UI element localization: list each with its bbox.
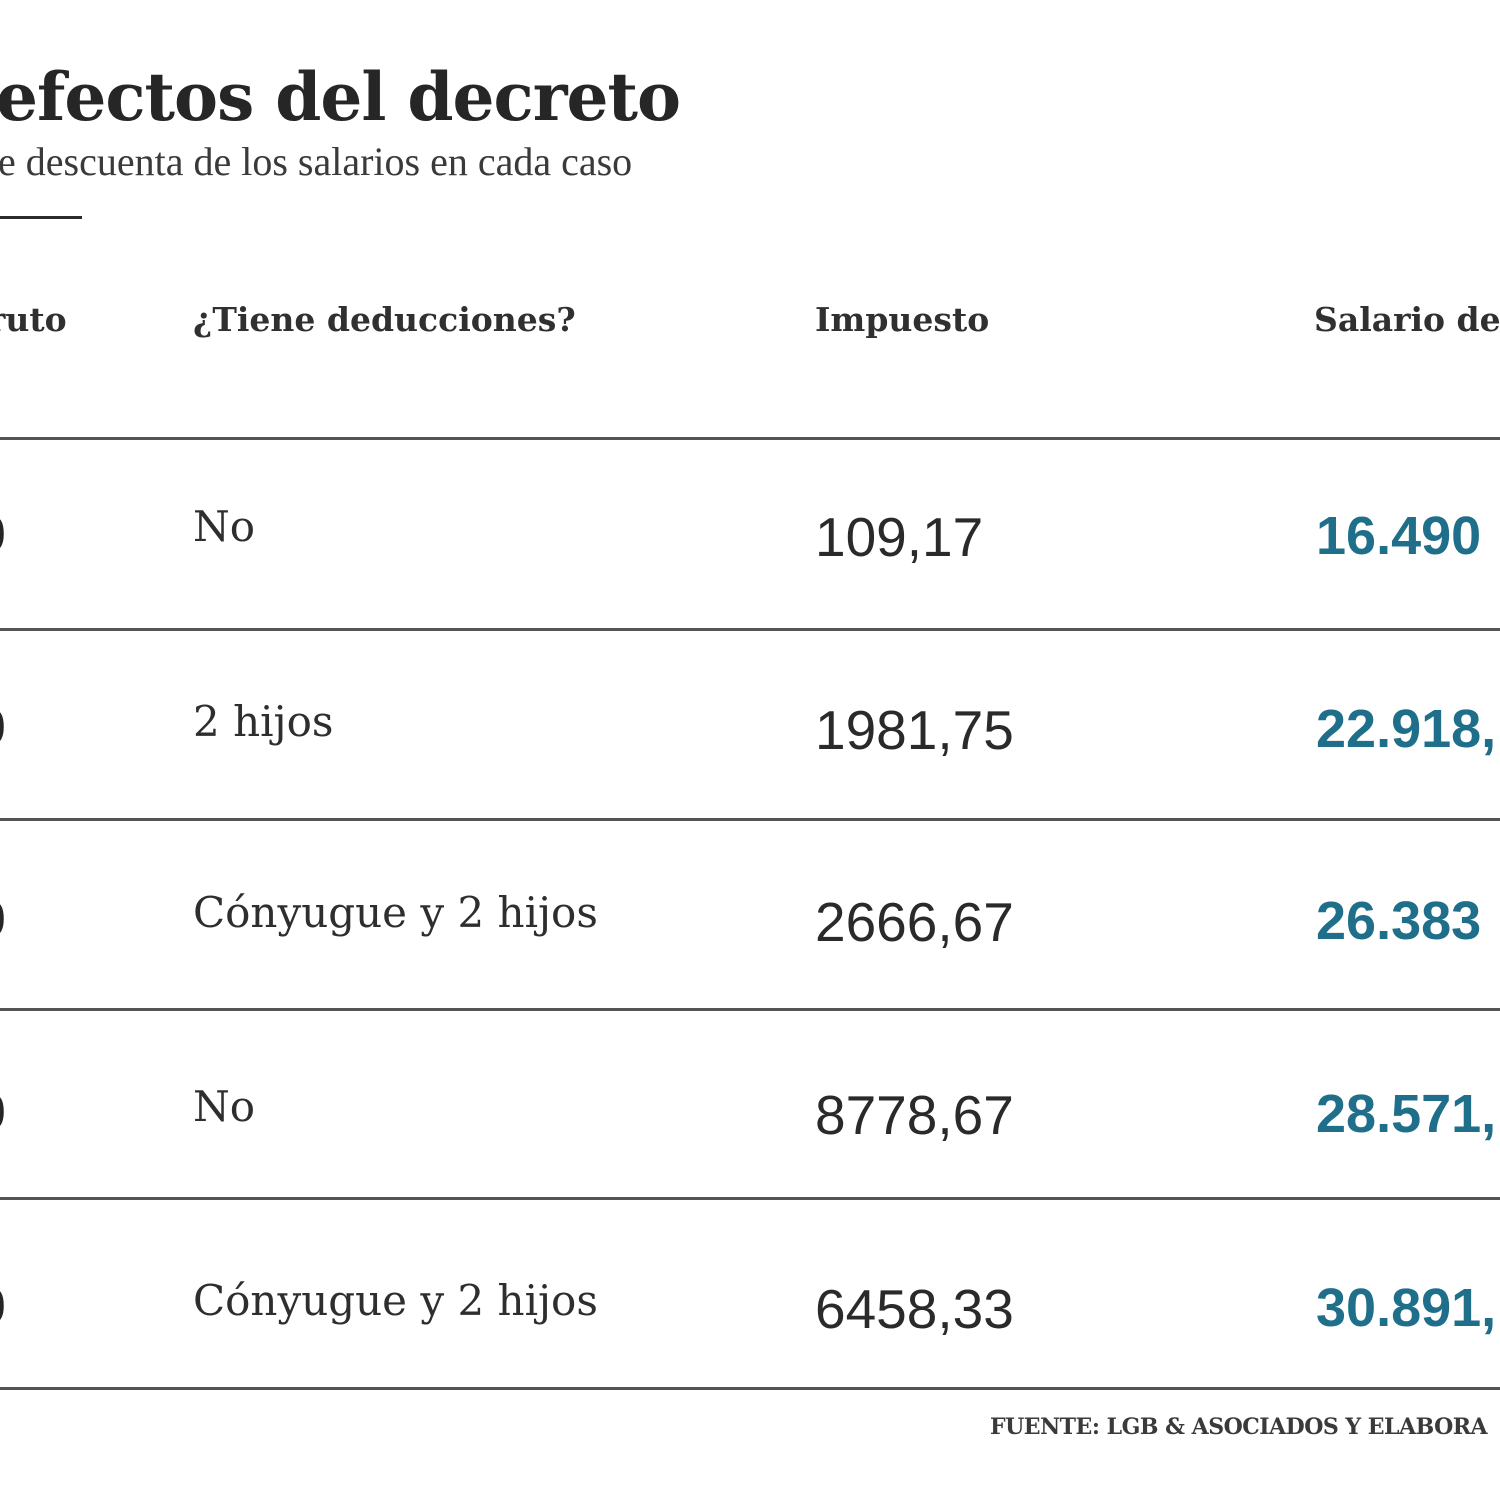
table-divider <box>0 628 1500 631</box>
table-divider <box>0 818 1500 821</box>
title-underline <box>0 216 82 219</box>
table-cell-impuesto: 6458,33 <box>815 1278 1014 1340</box>
table-cell-bruto: 0 <box>0 1083 6 1141</box>
table-divider <box>0 437 1500 440</box>
chart-title: efectos del decreto <box>0 58 681 136</box>
table-cell-salario: 22.918, <box>1316 699 1497 759</box>
table-cell-bruto: 0 <box>0 505 6 563</box>
table-cell-deducciones: No <box>193 1082 256 1131</box>
table-cell-impuesto: 2666,67 <box>815 891 1014 953</box>
source-note: FUENTE: LGB & ASOCIADOS Y ELABORA <box>990 1414 1488 1440</box>
table-cell-impuesto: 1981,75 <box>815 699 1014 761</box>
table-cell-impuesto: 8778,67 <box>815 1084 1014 1146</box>
column-header-bruto: ruto <box>0 300 67 339</box>
table-cell-bruto: 0 <box>0 890 6 948</box>
column-header-deducciones: ¿Tiene deducciones? <box>193 300 576 339</box>
table-cell-salario: 16.490 <box>1316 506 1482 566</box>
table-divider <box>0 1197 1500 1200</box>
table-divider <box>0 1387 1500 1390</box>
table-cell-bruto: 0 <box>0 698 6 756</box>
table-cell-salario: 26.383 <box>1316 891 1482 951</box>
column-header-impuesto: Impuesto <box>815 300 990 339</box>
table-divider <box>0 1008 1500 1011</box>
table-cell-deducciones: 2 hijos <box>193 697 334 746</box>
table-cell-salario: 30.891, <box>1316 1278 1497 1338</box>
table-cell-salario: 28.571, <box>1316 1084 1497 1144</box>
chart-subtitle: e descuenta de los salarios en cada caso <box>0 139 633 184</box>
table-cell-deducciones: Cónyugue y 2 hijos <box>193 888 598 937</box>
table-cell-deducciones: Cónyugue y 2 hijos <box>193 1276 598 1325</box>
table-cell-impuesto: 109,17 <box>815 506 984 568</box>
column-header-salario: Salario de <box>1314 300 1500 339</box>
table-cell-bruto: 0 <box>0 1277 6 1335</box>
table-cell-deducciones: No <box>193 502 256 551</box>
